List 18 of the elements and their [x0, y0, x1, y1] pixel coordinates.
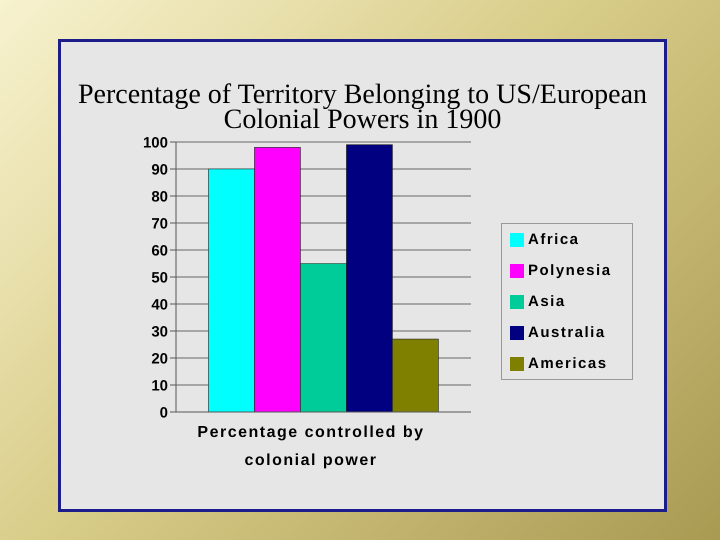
y-tick-label: 30: [151, 323, 168, 340]
y-tick-label: 80: [151, 188, 168, 206]
y-tick-label: 20: [151, 350, 168, 368]
legend-label: Polynesia: [528, 262, 612, 279]
legend-label: Asia: [528, 293, 566, 310]
y-tick-label: 50: [151, 269, 168, 286]
x-axis-title: Percentage controlled by colonial power: [196, 423, 426, 471]
legend-label: Africa: [528, 231, 580, 248]
y-tick-label: 40: [151, 296, 168, 314]
y-tick-label: 60: [151, 242, 168, 260]
legend-label: Americas: [528, 355, 608, 372]
y-tick-label: 10: [151, 377, 168, 394]
y-tick-label: 0: [160, 404, 168, 422]
y-tick-label: 100: [142, 134, 168, 152]
chart-title: Percentage of Territory Belonging to US/European Colonial Powers in 1900: [76, 79, 648, 135]
y-tick-label: 90: [151, 161, 168, 178]
legend-label: Australia: [528, 324, 606, 341]
y-tick-label: 70: [151, 215, 168, 232]
